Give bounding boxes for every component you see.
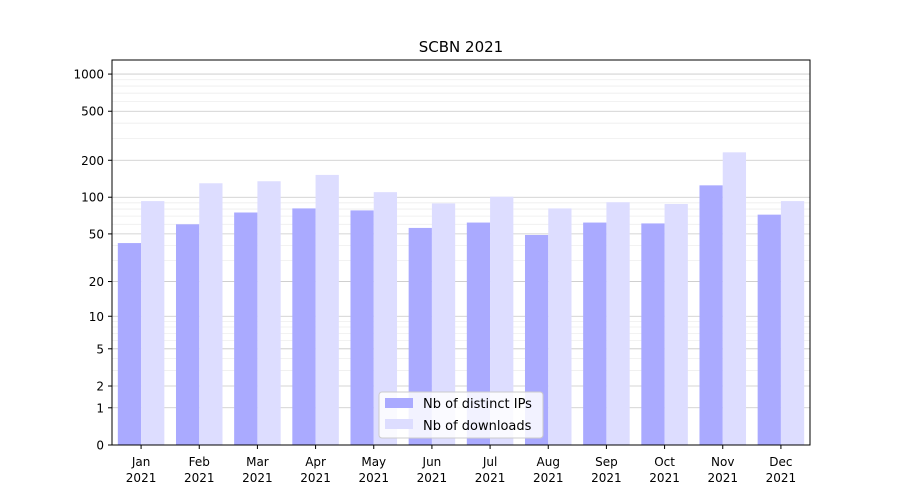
y-tick-label: 10	[89, 310, 104, 324]
x-tick-month: Nov	[711, 455, 734, 469]
y-tick-label: 1	[96, 401, 104, 415]
legend: Nb of distinct IPs Nb of downloads	[378, 391, 544, 439]
x-tick-year: 2021	[358, 471, 389, 485]
y-tick-label: 100	[81, 191, 104, 205]
y-tick-label: 0	[96, 439, 104, 453]
x-tick-year: 2021	[126, 471, 157, 485]
y-tick-label: 50	[89, 227, 104, 241]
bar-distinct-ips	[583, 222, 607, 445]
x-tick-year: 2021	[475, 471, 506, 485]
x-tick-month: Mar	[246, 455, 269, 469]
x-tick-label: Jul 2021	[475, 455, 506, 485]
x-tick-label: Nov 2021	[707, 455, 738, 485]
x-tick-month: Feb	[189, 455, 210, 469]
bar-distinct-ips	[466, 222, 491, 445]
legend-frame	[378, 391, 544, 439]
bar-distinct-ips	[117, 243, 142, 445]
legend-swatch-distinct-ips	[385, 398, 413, 408]
x-tick-label: Sep 2021	[591, 455, 622, 485]
x-tick-year: 2021	[707, 471, 738, 485]
bar-downloads	[664, 204, 688, 445]
legend-label-downloads: Nb of downloads	[423, 419, 532, 434]
bar-distinct-ips	[699, 185, 723, 446]
x-tick-label: May 2021	[358, 455, 389, 485]
bar-distinct-ips	[757, 214, 781, 445]
x-tick-label: Dec 2021	[766, 455, 797, 485]
chart-title: SCBN 2021	[419, 38, 503, 56]
bars-layer	[117, 152, 805, 446]
x-tick-year: 2021	[417, 471, 448, 485]
y-tick-label: 500	[81, 105, 104, 119]
bar-downloads	[431, 203, 456, 445]
legend-swatch-downloads	[385, 419, 413, 429]
bar-downloads	[141, 201, 165, 445]
x-tick-month: Aug	[537, 455, 560, 469]
legend-label-distinct-ips: Nb of distinct IPs	[423, 397, 532, 412]
x-ticks: Jan 2021 Feb 2021 Mar 2021 Apr 2021 May 2021 Jun 20…	[126, 445, 796, 485]
x-tick-year: 2021	[184, 471, 215, 485]
x-tick-year: 2021	[300, 471, 331, 485]
bar-distinct-ips	[292, 208, 316, 445]
bar-downloads	[490, 196, 514, 445]
x-tick-month: Jan	[131, 455, 151, 469]
bar-downloads	[548, 208, 572, 445]
x-tick-month: Dec	[769, 455, 792, 469]
bar-distinct-ips	[234, 212, 258, 445]
x-tick-year: 2021	[242, 471, 273, 485]
bar-downloads	[606, 202, 630, 445]
x-tick-month: Jul	[482, 455, 497, 469]
bar-downloads	[780, 201, 805, 445]
x-tick-label: Apr 2021	[300, 455, 331, 485]
y-tick-label: 20	[89, 275, 104, 289]
bar-downloads	[722, 152, 747, 445]
bar-downloads	[257, 181, 281, 445]
x-tick-label: Mar 2021	[242, 455, 273, 485]
x-tick-month: Jun	[422, 455, 442, 469]
y-tick-label: 5	[96, 342, 104, 356]
bar-distinct-ips	[641, 223, 665, 445]
y-tick-label: 200	[81, 154, 104, 168]
bar-downloads	[199, 183, 223, 445]
x-tick-month: May	[361, 455, 386, 469]
x-tick-label: Jan 2021	[126, 455, 157, 485]
grid-layer	[112, 73, 810, 446]
x-tick-month: Sep	[595, 455, 618, 469]
x-tick-month: Apr	[305, 455, 326, 469]
plot-frame	[111, 59, 811, 446]
y-ticks: 0 1 2 5 10 20 50 100 200 500 1000	[73, 68, 112, 453]
x-tick-label: Jun 2021	[417, 455, 448, 485]
axes-layer	[111, 59, 811, 446]
y-tick-label: 1000	[73, 68, 104, 82]
bar-distinct-ips	[408, 227, 432, 445]
x-tick-year: 2021	[649, 471, 680, 485]
x-tick-label: Oct 2021	[649, 455, 680, 485]
bar-distinct-ips	[175, 224, 200, 445]
x-tick-year: 2021	[766, 471, 797, 485]
x-tick-label: Feb 2021	[184, 455, 215, 485]
x-tick-label: Aug 2021	[533, 455, 564, 485]
y-tick-label: 2	[96, 380, 104, 394]
bar-distinct-ips	[350, 210, 374, 445]
x-tick-year: 2021	[533, 471, 564, 485]
x-tick-year: 2021	[591, 471, 622, 485]
bar-downloads	[373, 192, 398, 445]
x-tick-month: Oct	[654, 455, 675, 469]
bar-downloads	[315, 174, 339, 445]
